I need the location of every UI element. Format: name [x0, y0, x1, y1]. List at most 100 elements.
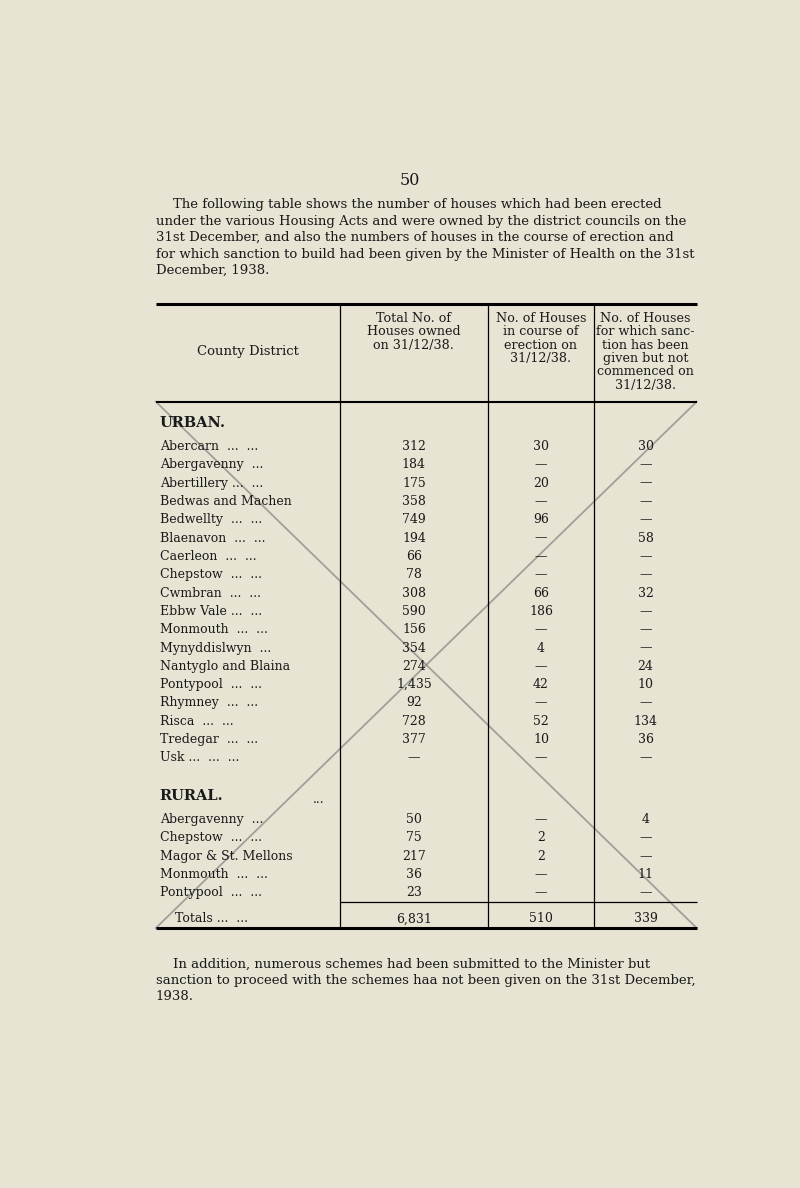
Text: 354: 354	[402, 642, 426, 655]
Text: tion has been: tion has been	[602, 339, 689, 352]
Text: 42: 42	[533, 678, 549, 691]
Text: Rhymney  ...  ...: Rhymney ... ...	[160, 696, 258, 709]
Text: —: —	[639, 696, 652, 709]
Text: —: —	[639, 568, 652, 581]
Text: erection on: erection on	[505, 339, 578, 352]
Text: —: —	[639, 849, 652, 862]
Text: Bedwas and Machen: Bedwas and Machen	[160, 495, 291, 508]
Text: 78: 78	[406, 568, 422, 581]
Text: 20: 20	[533, 476, 549, 489]
Text: 31/12/38.: 31/12/38.	[615, 379, 676, 392]
Text: under the various Housing Acts and were owned by the district councils on the: under the various Housing Acts and were …	[156, 215, 686, 228]
Text: 590: 590	[402, 605, 426, 618]
Text: 10: 10	[533, 733, 549, 746]
Text: 194: 194	[402, 531, 426, 544]
Text: 11: 11	[638, 868, 654, 881]
Text: Bedwellty  ...  ...: Bedwellty ... ...	[160, 513, 262, 526]
Text: Chepstow  ...  ...: Chepstow ... ...	[160, 568, 262, 581]
Text: Monmouth  ...  ...: Monmouth ... ...	[160, 624, 267, 637]
Text: 186: 186	[529, 605, 553, 618]
Text: Mynyddislwyn  ...: Mynyddislwyn ...	[160, 642, 271, 655]
Text: 4: 4	[642, 813, 650, 826]
Text: Abergavenny  ...: Abergavenny ...	[160, 459, 263, 472]
Text: 31/12/38.: 31/12/38.	[510, 352, 571, 365]
Text: 58: 58	[638, 531, 654, 544]
Text: —: —	[534, 696, 547, 709]
Text: 510: 510	[529, 912, 553, 925]
Text: 96: 96	[533, 513, 549, 526]
Text: In addition, numerous schemes had been submitted to the Minister but: In addition, numerous schemes had been s…	[156, 958, 650, 971]
Text: Magor & St. Mellons: Magor & St. Mellons	[160, 849, 292, 862]
Text: Caerleon  ...  ...: Caerleon ... ...	[160, 550, 256, 563]
Text: 728: 728	[402, 715, 426, 728]
Text: 31st December, and also the numbers of houses in the course of erection and: 31st December, and also the numbers of h…	[156, 232, 674, 244]
Text: 2: 2	[537, 849, 545, 862]
Text: 66: 66	[533, 587, 549, 600]
Text: 32: 32	[638, 587, 654, 600]
Text: Abertillery ...  ...: Abertillery ... ...	[160, 476, 263, 489]
Text: —: —	[639, 832, 652, 845]
Text: on 31/12/38.: on 31/12/38.	[374, 339, 454, 352]
Text: —: —	[534, 459, 547, 472]
Text: 175: 175	[402, 476, 426, 489]
Text: —: —	[534, 550, 547, 563]
Text: No. of Houses: No. of Houses	[496, 311, 586, 324]
Text: —: —	[408, 752, 420, 764]
Text: Totals ...  ...: Totals ... ...	[175, 912, 248, 925]
Text: 36: 36	[406, 868, 422, 881]
Text: 30: 30	[638, 440, 654, 453]
Text: given but not: given but not	[603, 352, 688, 365]
Text: —: —	[639, 752, 652, 764]
Text: Tredegar  ...  ...: Tredegar ... ...	[160, 733, 258, 746]
Text: Houses owned: Houses owned	[367, 326, 461, 339]
Text: 52: 52	[533, 715, 549, 728]
Text: Chepstow  ...  ...: Chepstow ... ...	[160, 832, 262, 845]
Text: —: —	[639, 513, 652, 526]
Text: —: —	[639, 550, 652, 563]
Text: 2: 2	[537, 832, 545, 845]
Text: —: —	[639, 495, 652, 508]
Text: 75: 75	[406, 832, 422, 845]
Text: Blaenavon  ...  ...: Blaenavon ... ...	[160, 531, 265, 544]
Text: Abercarn  ...  ...: Abercarn ... ...	[160, 440, 258, 453]
Text: 156: 156	[402, 624, 426, 637]
Text: —: —	[534, 495, 547, 508]
Text: 312: 312	[402, 440, 426, 453]
Text: Monmouth  ...  ...: Monmouth ... ...	[160, 868, 267, 881]
Text: 134: 134	[634, 715, 658, 728]
Text: 10: 10	[638, 678, 654, 691]
Text: —: —	[639, 642, 652, 655]
Text: 24: 24	[638, 659, 654, 672]
Text: —: —	[534, 752, 547, 764]
Text: County District: County District	[197, 346, 299, 358]
Text: —: —	[534, 868, 547, 881]
Text: —: —	[534, 624, 547, 637]
Text: —: —	[639, 886, 652, 899]
Text: commenced on: commenced on	[597, 366, 694, 379]
Text: Ebbw Vale ...  ...: Ebbw Vale ... ...	[160, 605, 262, 618]
Text: 6,831: 6,831	[396, 912, 432, 925]
Text: 50: 50	[406, 813, 422, 826]
Text: 23: 23	[406, 886, 422, 899]
Text: Usk ...  ...  ...: Usk ... ... ...	[160, 752, 239, 764]
Text: Cwmbran  ...  ...: Cwmbran ... ...	[160, 587, 261, 600]
Text: 66: 66	[406, 550, 422, 563]
Text: Risca  ...  ...: Risca ... ...	[160, 715, 234, 728]
Text: 339: 339	[634, 912, 658, 925]
Text: —: —	[534, 531, 547, 544]
Text: No. of Houses: No. of Houses	[600, 311, 691, 324]
Text: Nantyglo and Blaina: Nantyglo and Blaina	[160, 659, 290, 672]
Text: 308: 308	[402, 587, 426, 600]
Text: 1,435: 1,435	[396, 678, 432, 691]
Text: 36: 36	[638, 733, 654, 746]
Text: Total No. of: Total No. of	[376, 311, 451, 324]
Text: 749: 749	[402, 513, 426, 526]
Text: for which sanction to build had been given by the Minister of Health on the 31st: for which sanction to build had been giv…	[156, 247, 694, 260]
Text: 4: 4	[537, 642, 545, 655]
Text: sanction to proceed with the schemes haa not been given on the 31st December,: sanction to proceed with the schemes haa…	[156, 974, 695, 987]
Text: 217: 217	[402, 849, 426, 862]
Text: —: —	[534, 659, 547, 672]
Text: —: —	[639, 605, 652, 618]
Text: Pontypool  ...  ...: Pontypool ... ...	[160, 678, 262, 691]
Text: in course of: in course of	[503, 326, 578, 339]
